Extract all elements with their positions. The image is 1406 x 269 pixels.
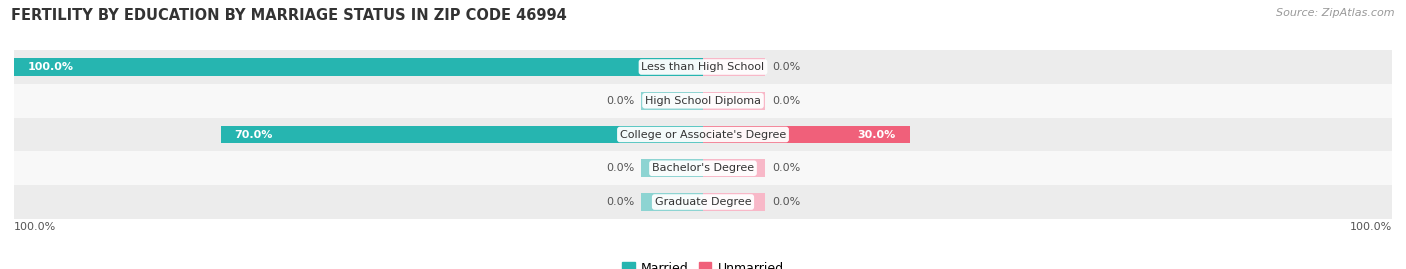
Text: Graduate Degree: Graduate Degree [655,197,751,207]
Text: Source: ZipAtlas.com: Source: ZipAtlas.com [1277,8,1395,18]
Text: 100.0%: 100.0% [1350,222,1392,232]
Text: College or Associate's Degree: College or Associate's Degree [620,129,786,140]
Bar [703,58,765,76]
Legend: Married, Unmarried: Married, Unmarried [617,257,789,269]
Text: 0.0%: 0.0% [772,96,800,106]
Text: 0.0%: 0.0% [606,197,634,207]
Text: 70.0%: 70.0% [235,129,273,140]
Text: Less than High School: Less than High School [641,62,765,72]
Text: 30.0%: 30.0% [858,129,896,140]
Text: 0.0%: 0.0% [772,163,800,173]
Bar [703,160,765,177]
Bar [641,160,703,177]
Text: 0.0%: 0.0% [772,197,800,207]
Bar [703,126,910,143]
Bar [14,50,1392,84]
Bar [703,193,765,211]
Text: 100.0%: 100.0% [28,62,75,72]
Bar [14,58,703,76]
Bar [14,84,1392,118]
Bar [703,92,765,109]
Bar [641,193,703,211]
Text: High School Diploma: High School Diploma [645,96,761,106]
Text: Bachelor's Degree: Bachelor's Degree [652,163,754,173]
Bar [14,118,1392,151]
Text: 0.0%: 0.0% [606,96,634,106]
Text: 0.0%: 0.0% [772,62,800,72]
Bar [221,126,703,143]
Text: 100.0%: 100.0% [14,222,56,232]
Bar [14,151,1392,185]
Bar [14,185,1392,219]
Bar [641,92,703,109]
Text: 0.0%: 0.0% [606,163,634,173]
Text: FERTILITY BY EDUCATION BY MARRIAGE STATUS IN ZIP CODE 46994: FERTILITY BY EDUCATION BY MARRIAGE STATU… [11,8,567,23]
